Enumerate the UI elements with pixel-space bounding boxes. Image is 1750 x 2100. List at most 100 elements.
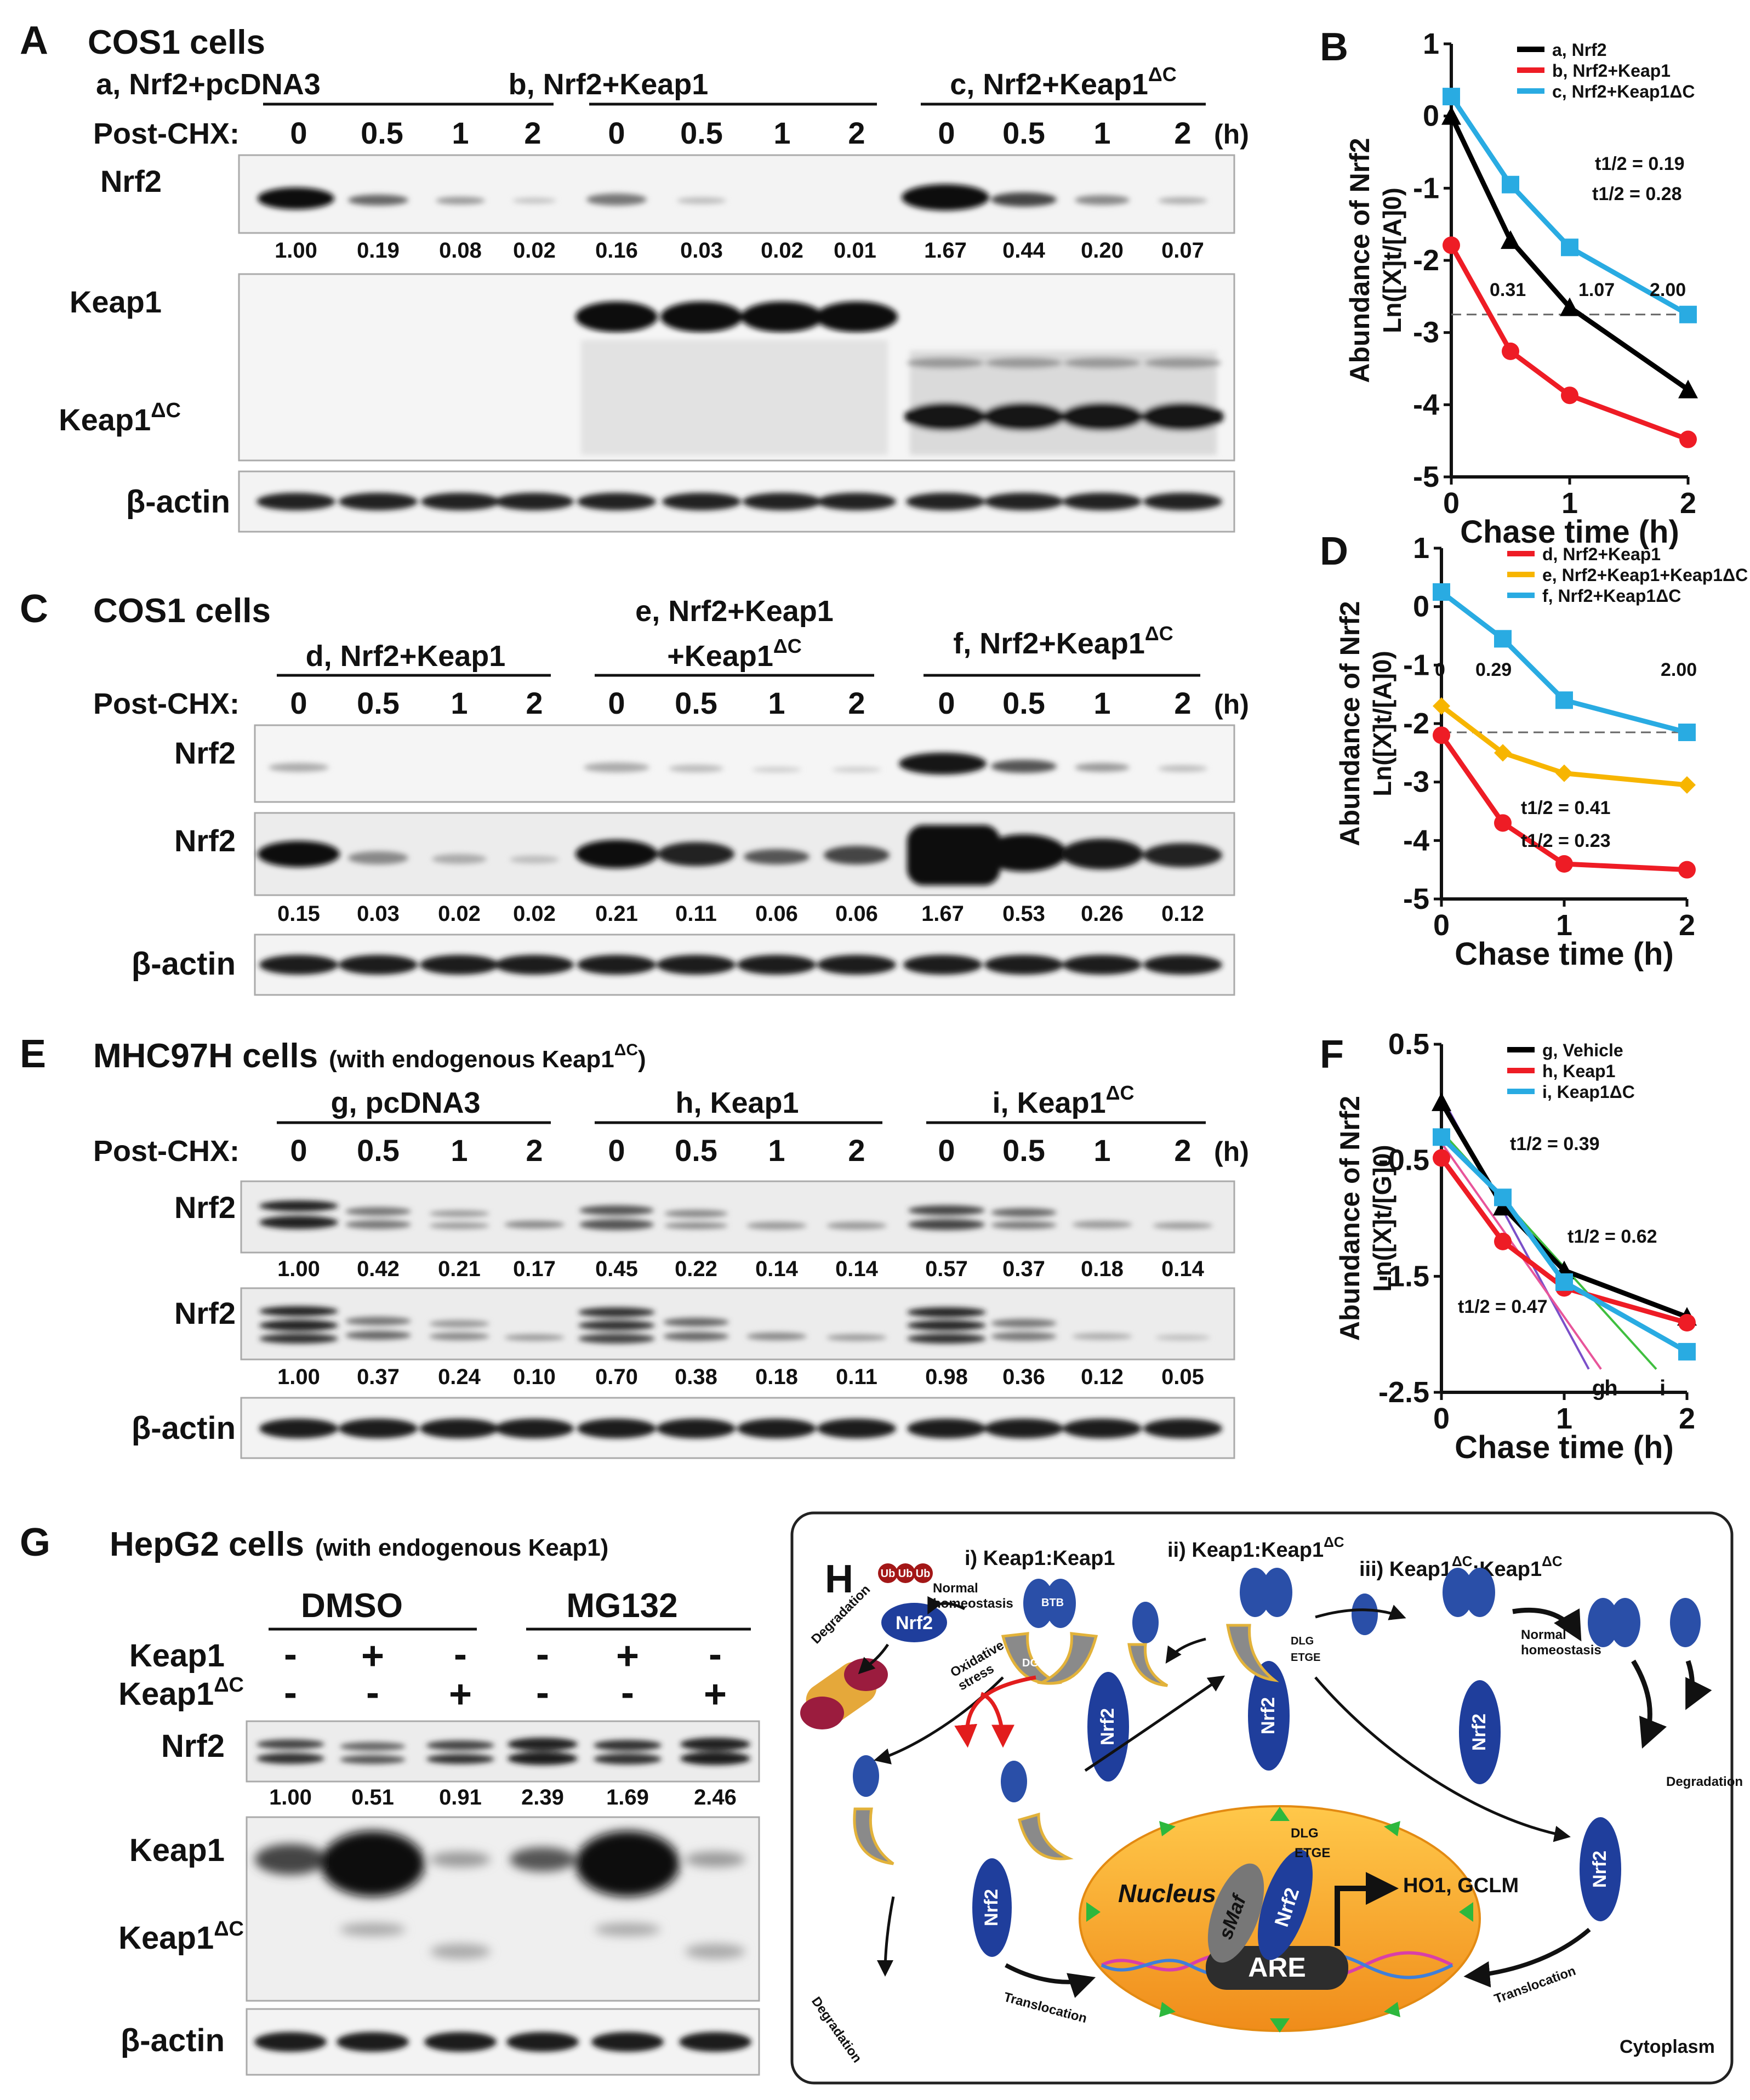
x-axis-label: Chase time (h) [1455,1430,1674,1465]
band [579,1219,654,1230]
blot-keap1 [246,1816,760,2002]
y-tick-label: -2.5 [1378,1376,1429,1409]
nrf2-label: Nrf2 [1258,1697,1279,1734]
band [1072,1333,1132,1340]
panel-h: H i) Keap1:Keap1 ii) Keap1:Keap1ΔC iii) … [790,1511,1743,2085]
data-point [1494,1188,1512,1206]
quant-value: 0.21 [595,902,638,926]
band [817,1419,896,1438]
band [339,493,418,510]
band [746,1222,807,1230]
row-label-nrf2: Nrf2 [174,736,236,770]
band [1158,197,1207,204]
group-label: h, Keap1 [675,1086,799,1119]
band [504,1334,565,1341]
data-point [1432,1092,1451,1111]
time-label: 0 [290,686,307,720]
arrow [1005,1963,1096,1998]
band [321,1831,425,1897]
band [254,2032,327,2052]
series-line [1439,733,1688,873]
y-tick-label: -1 [1403,648,1429,681]
dgr-domain-icon [1127,1643,1168,1687]
y-axis-label: Abundance of Nrf2 [1335,601,1365,846]
band [1143,843,1222,867]
band [817,955,896,975]
keap1-complexes: DGR BTB DLG ETGE [853,1568,1701,1865]
time-label: 0.5 [357,686,400,720]
band [256,1739,324,1749]
ubiquitin-icon [913,1563,933,1583]
band [495,955,574,975]
panel-letter: B [1320,25,1348,69]
panel-g: G HepG2 cells (with endogenous Keap1) DMS… [20,1521,760,2076]
series-line [1449,95,1690,317]
unit-label: (h) [1214,689,1249,720]
quant-value: 0.02 [761,238,803,263]
row-label-nrf2: Nrf2 [161,1728,225,1764]
btb-domain-icon [1023,1579,1054,1628]
nuclear-pore-icon [1086,1902,1101,1922]
btb-domain-icon [1443,1568,1473,1617]
bands-nrf2 [258,184,1207,210]
quant-value: 0.91 [439,1785,482,1809]
data-point [1433,726,1450,744]
time-label: 0.5 [675,1133,717,1168]
band [495,493,574,510]
blot-nrf2-1 [240,1180,1235,1254]
band [904,402,987,431]
quant-value: 0.19 [357,238,400,263]
post-chx-label: Post-CHX: [93,1135,240,1168]
row-label-nrf2: Nrf2 [100,164,162,198]
sign: + [616,1634,639,1678]
quant-value: 1.67 [921,902,964,926]
time-label: 2 [1174,1133,1191,1168]
quant-value: 0.42 [357,1257,400,1281]
bands-nrf2 [256,1738,750,1765]
btb-domain-icon [1588,1598,1618,1647]
data-point [1678,1342,1696,1361]
quant-value: 0.06 [835,902,878,926]
quant-value: 0.05 [1161,1365,1204,1389]
x-tick-label: 2 [1680,487,1696,520]
band [430,1852,491,1867]
nrf2-protein [972,1858,1012,1957]
y-tick-label: -3 [1403,766,1429,799]
dgr-domain-icon [1226,1624,1279,1682]
bands-actin [259,1419,1222,1438]
data-point [1561,386,1578,405]
smear [910,351,1217,455]
band [1144,357,1221,368]
row-label-actin: β-actin [121,2023,225,2058]
band [259,1216,338,1229]
x-tick-label: 1 [1561,487,1578,520]
band [664,1210,728,1217]
arrow [1084,1675,1225,1772]
band [578,1321,655,1330]
dlg-label: DLG [1291,1826,1319,1841]
band [429,1320,489,1328]
data-point [1679,430,1697,448]
time-label: 0.5 [1002,116,1045,150]
series-line [1449,115,1690,392]
nuclear-pore-icon [1384,2002,1400,2017]
band [816,301,898,332]
fit-label: h [1604,1376,1617,1401]
band [907,1307,986,1317]
sign: - [284,1671,297,1715]
band [337,2032,409,2052]
quant-value: 0.03 [680,238,723,263]
panel-title: COS1 cells [88,24,265,61]
band [506,2032,579,2052]
band [677,197,726,204]
data-point [1678,861,1696,879]
post-chx-label: Post-CHX: [93,117,240,150]
sign: - [621,1671,634,1715]
nrf2-protein [1580,1817,1621,1921]
y-tick-label: -4 [1413,388,1439,421]
band [504,1221,565,1228]
band [495,1419,574,1438]
band [577,493,656,510]
row-label-keap1dc: Keap1ΔC [118,1674,244,1712]
